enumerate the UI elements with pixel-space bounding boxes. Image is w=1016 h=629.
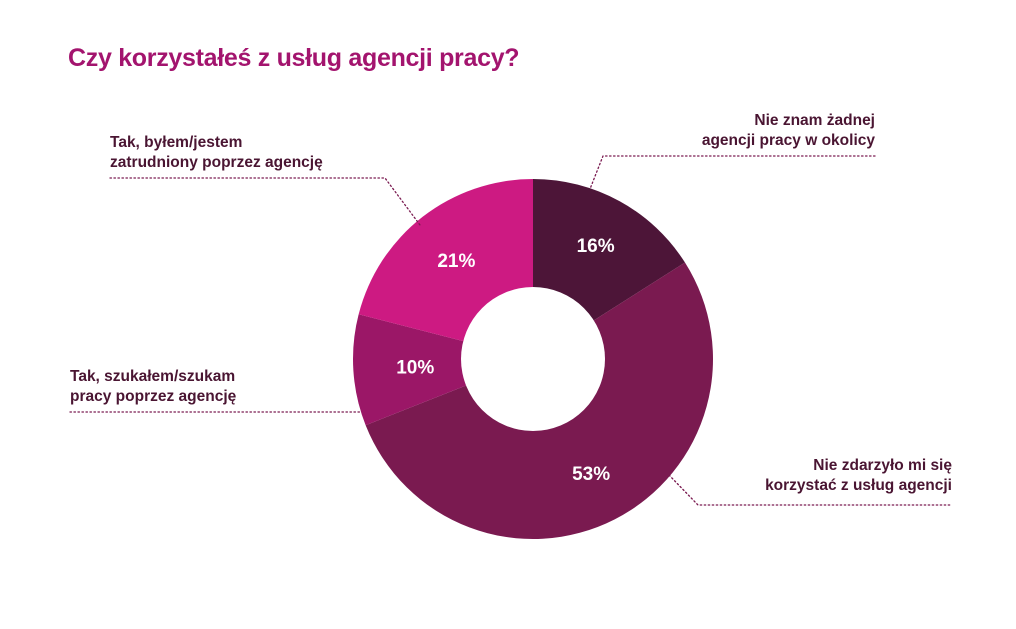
leader-line-employed xyxy=(109,177,421,226)
callout-label-line: korzystać z usług agencji xyxy=(765,477,952,494)
slice-value-label-no-agency: 16% xyxy=(577,236,615,257)
callout-label-line: zatrudniony poprzez agencję xyxy=(110,154,323,171)
slice-value-label-never-used: 53% xyxy=(572,464,610,485)
pie-slice-searched xyxy=(353,314,533,426)
slice-labels-layer: 16% 53% 10% 21% xyxy=(396,236,615,485)
slice-value-label-employed: 21% xyxy=(437,251,475,272)
callout-label-line: Tak, byłem/jestem xyxy=(110,134,242,151)
callout-label-never-used: Nie zdarzyło mi się korzystać z usług age… xyxy=(765,457,952,494)
callout-label-line: Nie zdarzyło mi się xyxy=(813,457,952,474)
callout-label-searched: Tak, szukałem/szukam pracy poprzez agencj… xyxy=(70,368,237,405)
page-title: Czy korzystałeś z usług agencji pracy? xyxy=(68,44,520,72)
callout-label-line: Tak, szukałem/szukam xyxy=(70,368,235,385)
leader-line-never-used xyxy=(668,474,953,506)
slice-value-label-searched: 10% xyxy=(396,357,434,378)
callout-label-line: Nie znam żadnej xyxy=(754,112,875,129)
callout-label-line: agencji pracy w okolicy xyxy=(702,132,876,149)
donut-hole xyxy=(461,287,605,431)
leader-line-no-agency xyxy=(589,155,876,190)
callouts-layer: Nie znam żadnej agencji pracy w okolicyNi… xyxy=(70,112,952,494)
callout-label-employed: Tak, byłem/jestem zatrudniony poprzez age… xyxy=(110,134,323,171)
leaders-layer xyxy=(69,155,953,506)
callout-label-line: pracy poprzez agencję xyxy=(70,388,237,405)
callout-label-no-agency: Nie znam żadnej agencji pracy w okolicy xyxy=(702,112,876,149)
